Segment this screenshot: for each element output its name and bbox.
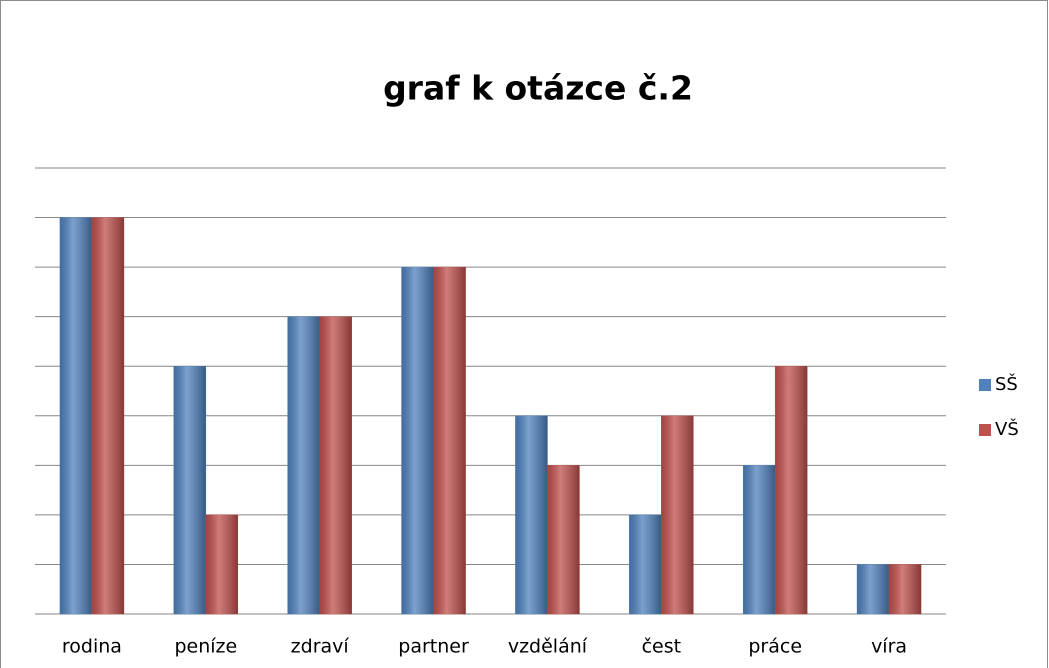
bar-highlight bbox=[661, 415, 694, 614]
bar-highlight bbox=[401, 267, 434, 614]
bar-highlight bbox=[287, 316, 320, 614]
chart-title: graf k otázce č.2 bbox=[383, 69, 693, 108]
x-tick-label: rodina bbox=[62, 636, 122, 658]
x-tick-label: peníze bbox=[174, 636, 237, 658]
x-tick-label: vzdělání bbox=[508, 636, 588, 658]
bar-highlight bbox=[59, 217, 92, 615]
bar-highlight bbox=[743, 465, 776, 614]
x-tick-label: čest bbox=[642, 636, 681, 658]
bar-highlight bbox=[205, 514, 238, 614]
bar-highlight bbox=[91, 217, 124, 615]
bar-highlight bbox=[857, 564, 890, 614]
bar-highlight bbox=[775, 366, 808, 614]
bar-highlight bbox=[547, 465, 580, 614]
legend-label: SŠ bbox=[995, 373, 1018, 395]
x-tick-label: práce bbox=[748, 636, 802, 658]
legend-swatch bbox=[979, 379, 991, 391]
bar-highlight bbox=[319, 316, 352, 614]
x-tick-label: víra bbox=[871, 636, 907, 658]
legend-swatch bbox=[979, 424, 991, 436]
legend-label: VŠ bbox=[995, 418, 1019, 440]
bar-highlight bbox=[515, 415, 548, 614]
bar-highlight bbox=[889, 564, 922, 614]
bar-highlight bbox=[433, 267, 466, 614]
bar-highlight bbox=[173, 366, 206, 614]
x-tick-label: partner bbox=[398, 636, 469, 658]
x-tick-label: zdraví bbox=[291, 636, 350, 658]
bar-highlight bbox=[629, 514, 662, 614]
